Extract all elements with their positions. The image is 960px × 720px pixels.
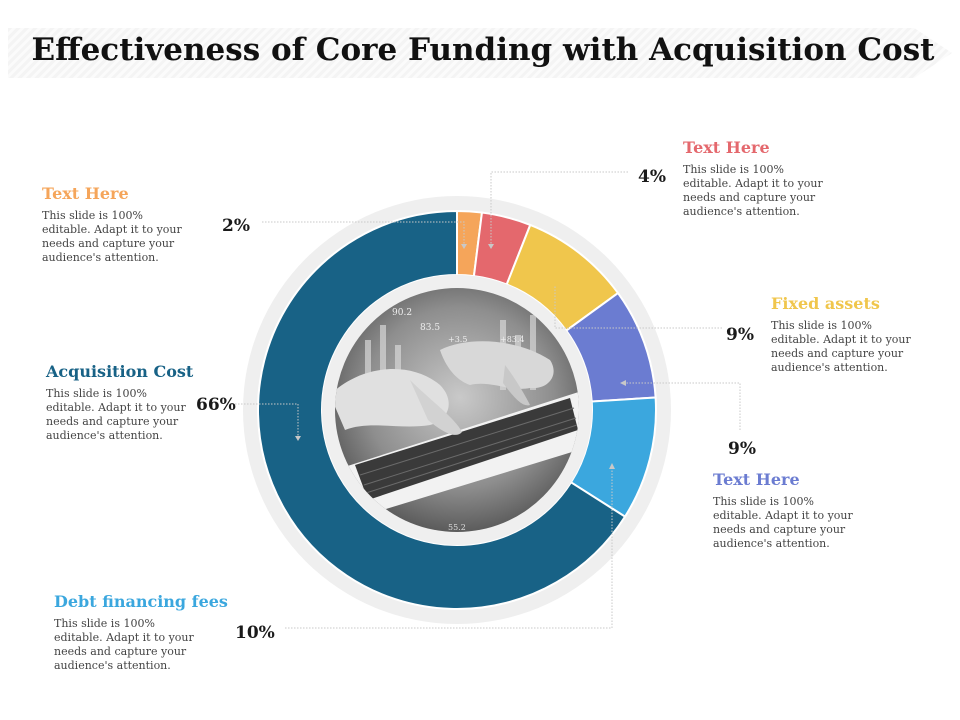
- leader-4pct: [490, 171, 628, 248]
- photo-number-4: +83.4: [500, 335, 525, 344]
- text-block-body: This slide is 100% editable. Adapt it to…: [713, 495, 853, 550]
- text-block-heading: Fixed assets: [771, 294, 880, 313]
- leader-arrows: [295, 244, 626, 469]
- text-block-top-right: Text Here This slide is 100% editable. A…: [683, 138, 833, 219]
- leader-9pct-b: [622, 382, 741, 430]
- arrow-9pct-b: [620, 380, 626, 386]
- text-block-body: This slide is 100% editable. Adapt it to…: [46, 387, 186, 442]
- label-4pct: 4%: [638, 167, 666, 187]
- label-66pct: 66%: [196, 395, 236, 415]
- label-10pct: 10%: [235, 623, 275, 643]
- photo-number-2: 83.5: [420, 323, 440, 333]
- leader-2pct: [262, 221, 465, 248]
- text-block-acquisition-cost: Acquisition Cost This slide is 100% edit…: [46, 362, 196, 443]
- slide-title: Effectiveness of Core Funding with Acqui…: [31, 32, 935, 68]
- arrow-66pct: [295, 436, 301, 441]
- leader-lines: [232, 171, 741, 629]
- text-block-heading: Text Here: [683, 138, 770, 157]
- photo-number-1: 90.2: [392, 308, 412, 318]
- arrow-2pct: [461, 244, 467, 249]
- text-block-heading: Text Here: [42, 184, 129, 203]
- label-2pct: 2%: [222, 216, 250, 236]
- leader-9pct-a: [554, 285, 722, 329]
- label-9pct-a: 9%: [726, 325, 754, 345]
- keyboard-photo: 90.2 83.5 +3.5 +83.4 55.2: [335, 288, 579, 532]
- arrow-4pct: [488, 244, 494, 249]
- leader-10pct: [285, 465, 613, 629]
- text-block-body: This slide is 100% editable. Adapt it to…: [54, 617, 194, 672]
- text-block-heading: Debt financing fees: [54, 592, 228, 611]
- photo-number-5: 55.2: [448, 523, 466, 532]
- leader-66pct: [232, 403, 299, 440]
- text-block-body: This slide is 100% editable. Adapt it to…: [42, 209, 182, 264]
- label-9pct-b: 9%: [728, 439, 756, 459]
- text-block-top-left: Text Here This slide is 100% editable. A…: [42, 184, 192, 265]
- text-block-heading: Text Here: [713, 470, 800, 489]
- photo-number-3: +3.5: [448, 335, 467, 344]
- text-block-debt-financing-fees: Debt financing fees This slide is 100% e…: [54, 592, 229, 673]
- text-block-fixed-assets: Fixed assets This slide is 100% editable…: [771, 294, 921, 375]
- text-block-heading: Acquisition Cost: [46, 362, 194, 381]
- title-band: [8, 28, 952, 78]
- text-block-body: This slide is 100% editable. Adapt it to…: [683, 163, 823, 218]
- arrow-10pct: [609, 463, 615, 469]
- text-block-body: This slide is 100% editable. Adapt it to…: [771, 319, 911, 374]
- text-block-bottom-right: Text Here This slide is 100% editable. A…: [713, 470, 863, 551]
